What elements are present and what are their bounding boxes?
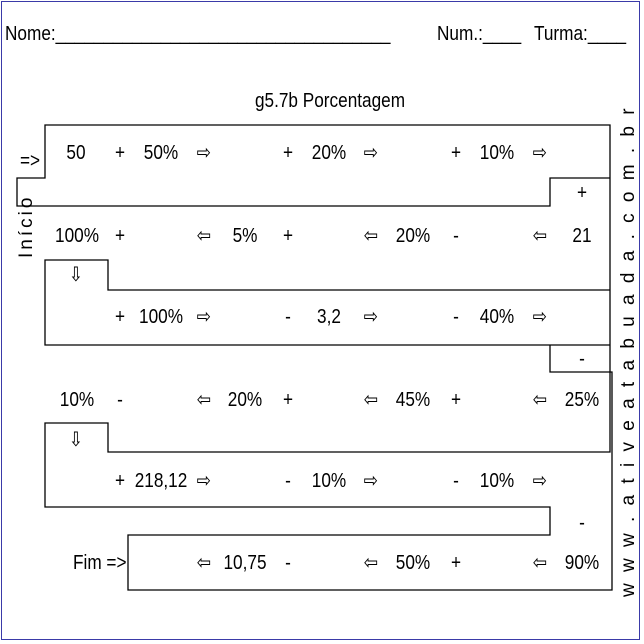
r3-value: 100% [139, 306, 183, 328]
left-arrow-icon: ⇦ [363, 389, 379, 411]
left-arrow-icon: ⇦ [532, 225, 548, 247]
r5-value: 10% [311, 470, 347, 492]
r4-value: 20% [227, 389, 263, 411]
website-watermark: w w w . a t i v e a t a b u a d a . c o … [618, 105, 639, 597]
down-arrow-icon: ⇩ [68, 429, 84, 451]
r4-value: 25% [564, 389, 600, 411]
r6-value: 10,75 [223, 552, 267, 574]
r4-op: - [117, 389, 123, 411]
connector-op: - [579, 512, 585, 534]
r1-value: 10% [479, 142, 515, 164]
r4-value: 10% [59, 389, 95, 411]
right-arrow-icon: ⇨ [363, 306, 379, 328]
worksheet-title: g5.7b Porcentagem [254, 90, 406, 112]
left-arrow-icon: ⇦ [532, 552, 548, 574]
r3-value: 40% [479, 306, 515, 328]
r1-op: + [282, 142, 294, 164]
right-arrow-icon: ⇨ [196, 306, 212, 328]
left-arrow-icon: ⇦ [532, 389, 548, 411]
r6-value: 90% [564, 552, 600, 574]
right-arrow-icon: ⇨ [363, 470, 379, 492]
r2-value: 20% [395, 225, 431, 247]
r6-op: + [450, 552, 462, 574]
r4-op: + [282, 389, 294, 411]
r2-op: + [282, 225, 294, 247]
r5-op: + [114, 470, 126, 492]
r3-value: 3,2 [317, 306, 341, 328]
down-arrow-icon: ⇩ [68, 264, 84, 286]
r1-op: + [450, 142, 462, 164]
class-field[interactable]: Turma:____ [534, 23, 627, 45]
left-arrow-icon: ⇦ [196, 389, 212, 411]
r1-value: 50 [66, 142, 86, 164]
r2-value: 21 [572, 225, 592, 247]
start-side-label: Início [16, 194, 37, 258]
name-field[interactable]: Nome:___________________________________ [5, 23, 391, 45]
left-arrow-icon: ⇦ [363, 225, 379, 247]
right-arrow-icon: ⇨ [532, 142, 548, 164]
end-label: Fim => [73, 552, 127, 574]
r5-value: 218,12 [134, 470, 188, 492]
r2-op: - [453, 225, 459, 247]
start-arrow: => [20, 150, 41, 172]
connector-op: - [579, 348, 585, 370]
number-field[interactable]: Num.:____ [437, 23, 522, 45]
left-arrow-icon: ⇦ [196, 552, 212, 574]
r5-op: - [285, 470, 291, 492]
left-arrow-icon: ⇦ [363, 552, 379, 574]
r2-value: 5% [232, 225, 258, 247]
r4-op: + [450, 389, 462, 411]
r1-value: 20% [311, 142, 347, 164]
right-arrow-icon: ⇨ [532, 470, 548, 492]
r5-op: - [453, 470, 459, 492]
r6-value: 50% [395, 552, 431, 574]
right-arrow-icon: ⇨ [532, 306, 548, 328]
right-arrow-icon: ⇨ [196, 470, 212, 492]
r2-value: 100% [55, 225, 99, 247]
r5-value: 10% [479, 470, 515, 492]
r1-value: 50% [143, 142, 179, 164]
right-arrow-icon: ⇨ [196, 142, 212, 164]
right-arrow-icon: ⇨ [363, 142, 379, 164]
left-arrow-icon: ⇦ [196, 225, 212, 247]
r4-value: 45% [395, 389, 431, 411]
r1-op: + [114, 142, 126, 164]
r6-op: - [285, 552, 291, 574]
connector-op: + [576, 182, 588, 204]
r2-op: + [114, 225, 126, 247]
r3-op: + [114, 306, 126, 328]
r3-op: - [453, 306, 459, 328]
r3-op: - [285, 306, 291, 328]
